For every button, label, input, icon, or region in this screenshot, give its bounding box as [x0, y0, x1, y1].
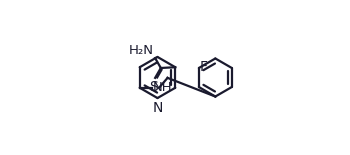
Text: N: N — [153, 101, 163, 115]
Text: NH: NH — [153, 81, 172, 94]
Text: F: F — [200, 60, 208, 74]
Text: H₂N: H₂N — [128, 44, 154, 57]
Text: S: S — [149, 80, 158, 94]
